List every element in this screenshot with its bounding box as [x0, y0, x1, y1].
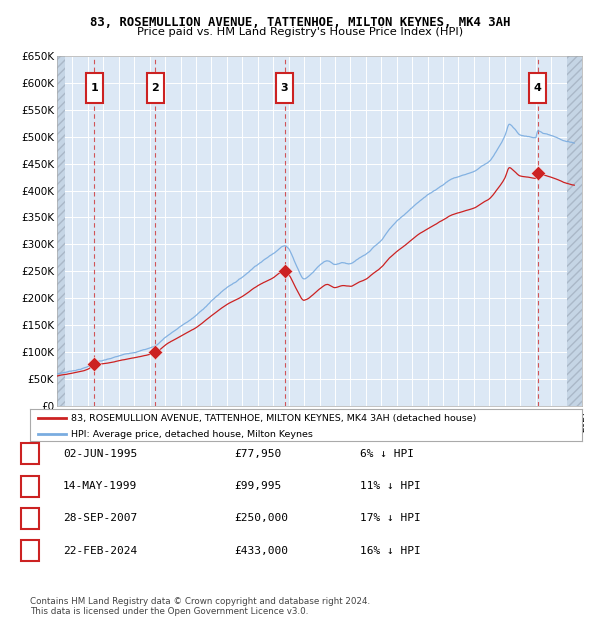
- Text: 83, ROSEMULLION AVENUE, TATTENHOE, MILTON KEYNES, MK4 3AH: 83, ROSEMULLION AVENUE, TATTENHOE, MILTO…: [90, 16, 510, 29]
- Text: 11% ↓ HPI: 11% ↓ HPI: [360, 481, 421, 491]
- Text: 6% ↓ HPI: 6% ↓ HPI: [360, 449, 414, 459]
- Text: 1: 1: [26, 449, 34, 459]
- Text: HPI: Average price, detached house, Milton Keynes: HPI: Average price, detached house, Milt…: [71, 430, 313, 439]
- Point: [533, 168, 542, 178]
- Text: 83, ROSEMULLION AVENUE, TATTENHOE, MILTON KEYNES, MK4 3AH (detached house): 83, ROSEMULLION AVENUE, TATTENHOE, MILTO…: [71, 414, 477, 423]
- Text: 4: 4: [26, 546, 34, 556]
- Text: 4: 4: [534, 83, 542, 93]
- Point: [151, 347, 160, 357]
- Text: 17% ↓ HPI: 17% ↓ HPI: [360, 513, 421, 523]
- Text: £433,000: £433,000: [234, 546, 288, 556]
- Text: Contains HM Land Registry data © Crown copyright and database right 2024.: Contains HM Land Registry data © Crown c…: [30, 597, 370, 606]
- FancyBboxPatch shape: [86, 73, 103, 103]
- Bar: [57, 56, 65, 406]
- Text: 28-SEP-2007: 28-SEP-2007: [63, 513, 137, 523]
- Point: [89, 359, 99, 369]
- Bar: [566, 56, 582, 406]
- FancyBboxPatch shape: [276, 73, 293, 103]
- Text: Price paid vs. HM Land Registry's House Price Index (HPI): Price paid vs. HM Land Registry's House …: [137, 27, 463, 37]
- Text: 3: 3: [281, 83, 289, 93]
- Text: 2: 2: [26, 481, 34, 491]
- Text: 14-MAY-1999: 14-MAY-1999: [63, 481, 137, 491]
- Point: [280, 267, 289, 277]
- Text: 1: 1: [91, 83, 98, 93]
- Text: This data is licensed under the Open Government Licence v3.0.: This data is licensed under the Open Gov…: [30, 607, 308, 616]
- Text: 22-FEB-2024: 22-FEB-2024: [63, 546, 137, 556]
- Text: 3: 3: [26, 513, 34, 523]
- Text: £99,995: £99,995: [234, 481, 281, 491]
- Text: £250,000: £250,000: [234, 513, 288, 523]
- Text: 16% ↓ HPI: 16% ↓ HPI: [360, 546, 421, 556]
- FancyBboxPatch shape: [147, 73, 164, 103]
- Text: £77,950: £77,950: [234, 449, 281, 459]
- Text: 2: 2: [151, 83, 159, 93]
- FancyBboxPatch shape: [529, 73, 546, 103]
- Text: 02-JUN-1995: 02-JUN-1995: [63, 449, 137, 459]
